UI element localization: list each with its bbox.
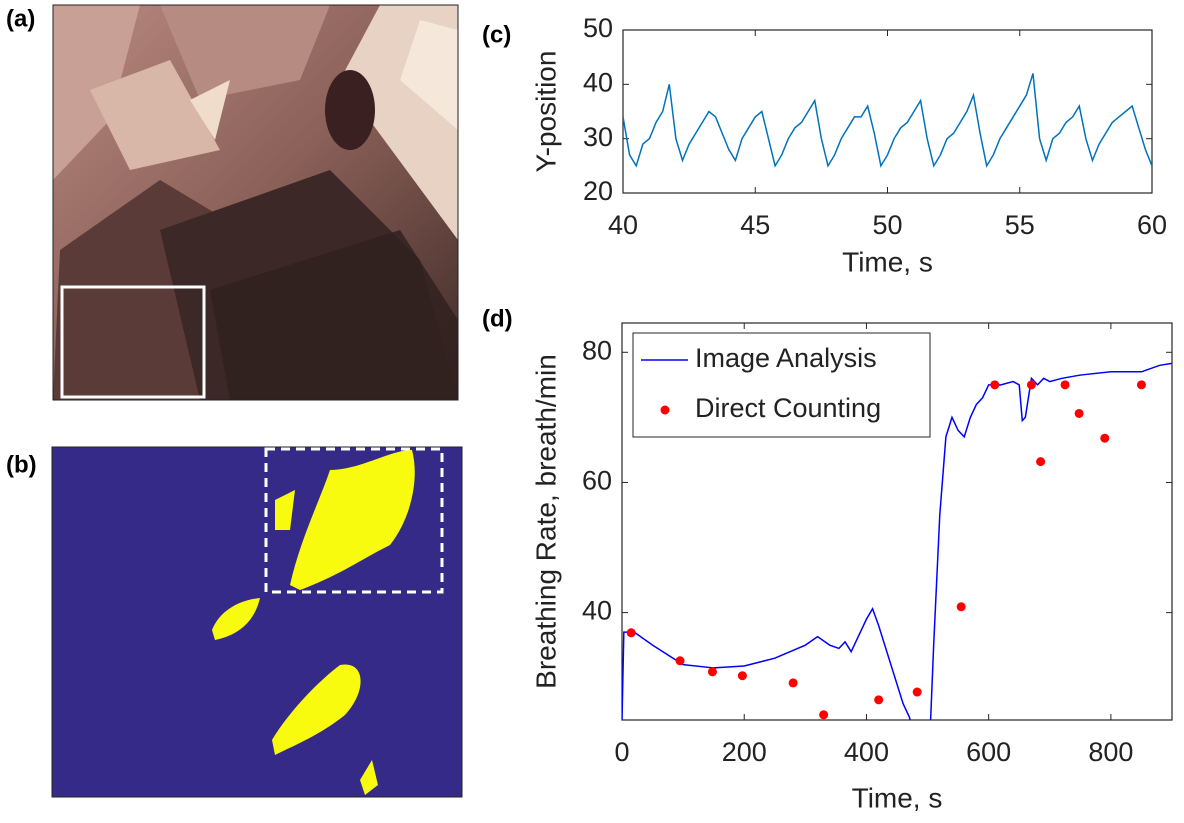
data-point <box>819 710 829 720</box>
data-line <box>622 362 1172 720</box>
x-tick-label: 45 <box>740 210 770 240</box>
data-point <box>1036 457 1046 467</box>
legend-label: Image Analysis <box>695 343 877 373</box>
data-point <box>1060 380 1070 390</box>
x-tick-label: 400 <box>844 737 889 767</box>
y-tick-label: 60 <box>582 466 612 496</box>
data-point <box>1074 408 1084 418</box>
x-axis-label: Time, s <box>842 246 933 277</box>
data-point <box>737 671 747 681</box>
mask-image <box>51 446 463 798</box>
panel-label: (b) <box>6 451 37 478</box>
plot-area <box>623 73 1152 168</box>
photo <box>53 5 458 400</box>
x-tick-label: 600 <box>966 737 1011 767</box>
legend-label: Direct Counting <box>695 393 881 423</box>
legend-swatch <box>660 405 670 415</box>
y-tick-label: 30 <box>583 122 613 152</box>
data-point <box>788 678 798 688</box>
y-axis-label: Breathing Rate, breath/min <box>530 354 561 689</box>
photo-frame <box>52 4 459 401</box>
data-point <box>1026 380 1036 390</box>
panel-label: (a) <box>6 5 35 32</box>
data-point <box>956 602 966 612</box>
y-axis-label: Y-position <box>530 51 561 173</box>
y-tick-label: 40 <box>583 67 613 97</box>
axes-frame <box>622 29 1153 194</box>
x-tick-label: 50 <box>872 210 902 240</box>
x-tick-label: 200 <box>722 737 767 767</box>
x-axis-label: Time, s <box>852 782 943 813</box>
plot-area <box>622 362 1172 720</box>
data-point <box>675 656 685 666</box>
data-point <box>707 667 717 677</box>
data-line <box>623 73 1152 168</box>
x-tick-label: 60 <box>1137 210 1167 240</box>
panel-label: (d) <box>482 305 513 332</box>
legend-box <box>632 332 931 438</box>
y-tick-label: 80 <box>582 335 612 365</box>
data-point <box>990 380 1000 390</box>
data-point <box>912 687 922 697</box>
data-point <box>626 628 636 638</box>
y-tick-label: 20 <box>583 176 613 206</box>
x-tick-label: 0 <box>614 737 629 767</box>
x-tick-label: 55 <box>1005 210 1035 240</box>
panel-label: (c) <box>482 21 511 48</box>
y-tick-label: 50 <box>583 13 613 43</box>
x-tick-label: 40 <box>608 210 638 240</box>
data-point <box>874 695 884 705</box>
y-tick-label: 40 <box>582 596 612 626</box>
x-tick-label: 800 <box>1088 737 1133 767</box>
data-point <box>1136 380 1146 390</box>
data-point <box>1100 433 1110 443</box>
